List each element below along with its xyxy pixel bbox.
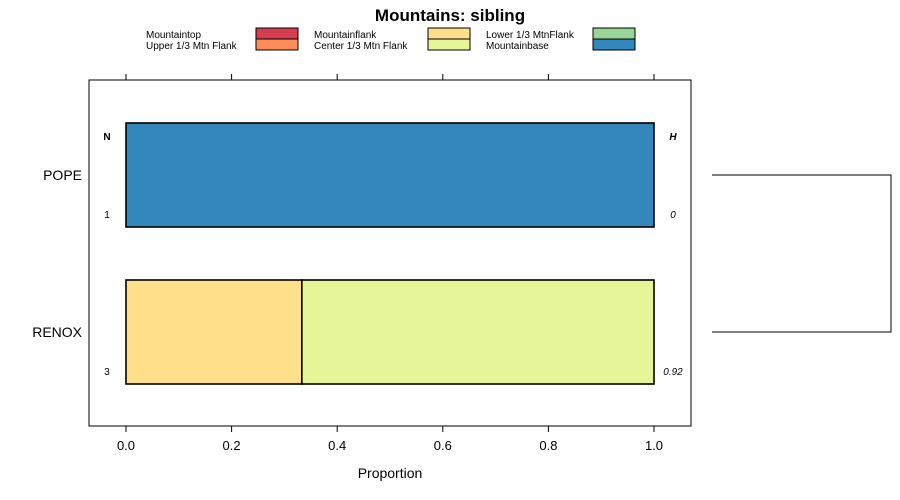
legend-label: Lower 1/3 MtnFlank (486, 30, 575, 41)
h-header: H (669, 132, 677, 143)
x-axis: 0.0 0.2 0.4 0.6 0.8 1.0 (117, 74, 663, 453)
x-tick-label: 0.4 (328, 438, 346, 453)
legend-swatch (592, 38, 636, 51)
chart-title: Mountains: sibling (375, 6, 525, 25)
y-axis: POPE RENOX (32, 167, 82, 340)
h-value: 0 (670, 210, 676, 221)
bars (125, 122, 655, 385)
legend-swatch (592, 27, 636, 40)
legend-label: Upper 1/3 Mtn Flank (146, 41, 238, 52)
y-category-label: RENOX (32, 324, 82, 340)
legend-label: Mountaintop (146, 30, 201, 41)
bar-segment (125, 122, 655, 228)
n-value: 1 (104, 210, 110, 221)
x-axis-label: Proportion (358, 465, 423, 481)
h-value: 0.92 (663, 367, 683, 378)
legend-swatch (255, 27, 299, 40)
dendrogram (712, 174, 892, 333)
plot-panel (88, 79, 692, 427)
legend-swatch (255, 38, 299, 51)
y-category-label: POPE (43, 167, 82, 183)
bar-segment (301, 279, 655, 385)
dendrogram-branch (712, 174, 892, 333)
legend-label: Mountainbase (486, 41, 549, 52)
x-tick-label: 0.2 (223, 438, 241, 453)
bar-segment (125, 279, 303, 385)
legend-swatch (427, 38, 471, 51)
annotations: N H 1 3 0 0.92 (103, 132, 683, 378)
n-value: 3 (104, 367, 110, 378)
legend-label: Mountainflank (314, 30, 377, 41)
legend-swatch (427, 27, 471, 40)
x-tick-label: 0.0 (117, 438, 135, 453)
x-tick-label: 0.8 (539, 438, 557, 453)
legend-label: Center 1/3 Mtn Flank (314, 41, 408, 52)
x-tick-label: 1.0 (645, 438, 663, 453)
n-header: N (103, 132, 110, 143)
x-tick-label: 0.6 (434, 438, 452, 453)
